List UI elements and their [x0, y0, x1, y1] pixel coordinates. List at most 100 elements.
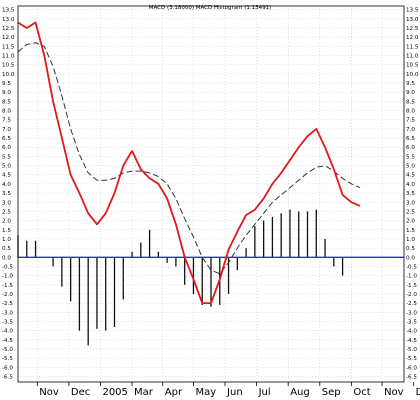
y-tick-label: -5.0: [2, 347, 13, 353]
y-tick-label: 8.5: [2, 99, 11, 105]
y-tick-label: 3.5: [2, 191, 11, 197]
y-tick-label-right: -5.5: [406, 356, 417, 362]
y-tick-label-right: -1.0: [406, 274, 417, 280]
y-tick-label: 13.5: [2, 8, 15, 14]
y-tick-label: 2.0: [2, 219, 11, 225]
x-tick-label: Jun: [226, 387, 243, 398]
y-tick-label-right: 6.0: [406, 145, 415, 151]
plot-frame: [17, 5, 405, 383]
left-y-axis: 13.5 13.0 12.5 12.0 11.5 11.0 10.5 10.0 9.5 9.0 8.…: [2, 8, 15, 381]
y-tick-label: 10.5: [2, 63, 15, 69]
y-tick-label-right: -3.0: [406, 310, 417, 316]
y-tick-label-right: -4.5: [406, 338, 417, 344]
y-tick-label: 8.0: [2, 109, 11, 115]
y-tick-label-right: 8.5: [406, 99, 415, 105]
x-tick-label: Mar: [134, 387, 154, 398]
y-tick-label: 1.0: [2, 237, 11, 243]
y-tick-label: 12.5: [2, 26, 15, 32]
x-tick-label: Jul: [258, 387, 271, 398]
y-tick-label: 6.0: [2, 145, 11, 151]
y-tick-label: -6.5: [2, 374, 13, 380]
y-tick-label-right: 0.5: [406, 246, 415, 252]
y-tick-label: -3.0: [2, 310, 13, 316]
y-tick-label-right: 4.0: [406, 182, 415, 188]
y-tick-label: 9.0: [2, 90, 11, 96]
y-tick-label-right: -1.5: [406, 283, 417, 289]
x-tick-label: Sep: [322, 387, 341, 398]
y-tick-label-right: 11.0: [406, 54, 419, 60]
y-tick-label-right: 13.5: [406, 8, 419, 14]
y-tick-label-right: 8.0: [406, 109, 415, 115]
y-tick-label-right: 4.5: [406, 173, 415, 179]
y-tick-label-right: 1.0: [406, 237, 415, 243]
x-tick-label: Aug: [290, 387, 310, 398]
y-tick-label-right: 1.5: [406, 228, 415, 234]
y-tick-label: 12.0: [2, 35, 15, 41]
y-tick-label: -2.5: [2, 301, 13, 307]
y-tick-label-right: 7.0: [406, 127, 415, 133]
y-tick-label: 4.5: [2, 173, 11, 179]
x-tick-label: Apr: [165, 387, 183, 398]
y-tick-label-right: 5.0: [406, 164, 415, 170]
x-tick-label: Dec: [71, 387, 90, 398]
y-tick-label: -2.0: [2, 292, 13, 298]
y-tick-label-right: -6.0: [406, 365, 417, 371]
y-tick-label-right: 3.0: [406, 200, 415, 206]
y-tick-label: 4.0: [2, 182, 11, 188]
y-tick-label: -6.0: [2, 365, 13, 371]
y-tick-label: 5.0: [2, 164, 11, 170]
y-tick-label-right: -6.5: [406, 374, 417, 380]
y-tick-label-right: 12.5: [406, 26, 419, 32]
macd-line: [17, 21, 361, 304]
y-tick-label: 0.5: [2, 246, 11, 252]
y-tick-label-right: -0.5: [406, 264, 417, 270]
y-tick-label: 7.5: [2, 118, 11, 124]
y-tick-label-right: 10.5: [406, 63, 419, 69]
y-tick-label-right: -2.5: [406, 301, 417, 307]
y-tick-label-right: 2.0: [406, 219, 415, 225]
y-tick-label-right: 2.5: [406, 209, 415, 215]
x-tick-label: Oct: [353, 387, 370, 398]
chart-title: MACD (3.18000) MACD Histogram (1.13491): [149, 5, 272, 11]
y-tick-label: 0.0: [2, 255, 11, 261]
y-tick-label-right: -3.5: [406, 319, 417, 325]
y-tick-label: 3.0: [2, 200, 11, 206]
y-tick-label: 7.0: [2, 127, 11, 133]
y-tick-label-right: 11.5: [406, 44, 419, 50]
y-tick-label-right: -2.0: [406, 292, 417, 298]
y-tick-label-right: 6.5: [406, 136, 415, 142]
y-tick-label-right: 12.0: [406, 35, 419, 41]
y-tick-label-right: 10.0: [406, 72, 419, 78]
y-tick-label: 2.5: [2, 209, 11, 215]
y-tick-label-right: 7.5: [406, 118, 415, 124]
x-tick-label: 2005: [102, 387, 127, 398]
y-tick-label: 9.5: [2, 81, 11, 87]
y-tick-label: -1.0: [2, 274, 13, 280]
y-tick-label: 1.5: [2, 228, 11, 234]
y-tick-label-right: 9.0: [406, 90, 415, 96]
y-tick-label-right: 5.5: [406, 154, 415, 160]
x-tick-label: Nov: [384, 387, 404, 398]
y-tick-label-right: 0.0: [406, 255, 415, 261]
y-tick-label: 10.0: [2, 72, 15, 78]
y-tick-label-right: -4.0: [406, 329, 417, 335]
x-tick-label: Dec: [416, 387, 420, 398]
y-tick-label: -1.5: [2, 283, 13, 289]
y-tick-label: -4.0: [2, 329, 13, 335]
y-tick-label: 13.0: [2, 17, 15, 23]
x-tick-label: Nov: [39, 387, 59, 398]
y-tick-label: -0.5: [2, 264, 13, 270]
y-tick-label: 6.5: [2, 136, 11, 142]
y-tick-label: 11.0: [2, 54, 15, 60]
y-tick-label: -4.5: [2, 338, 13, 344]
y-tick-label-right: 9.5: [406, 81, 415, 87]
y-tick-label: -5.5: [2, 356, 13, 362]
y-tick-label: -3.5: [2, 319, 13, 325]
y-tick-label-right: 3.5: [406, 191, 415, 197]
y-tick-label: 5.5: [2, 154, 11, 160]
x-axis: Nov Dec 2005 Mar Apr May Jun Jul Aug Sep Oct Nov Dec…: [36, 382, 420, 398]
y-tick-label-right: 13.0: [406, 17, 419, 23]
y-tick-label: 11.5: [2, 44, 15, 50]
x-tick-label: May: [195, 387, 216, 398]
